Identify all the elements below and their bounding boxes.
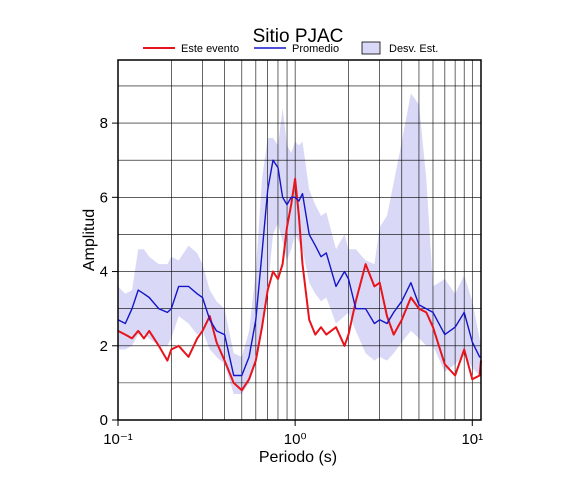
x-axis-label: Periodo (s)	[259, 449, 337, 466]
x-tick-label: 10⁰	[284, 431, 307, 448]
legend-swatch	[361, 41, 381, 55]
y-tick-label: 2	[100, 338, 108, 355]
y-tick-label: 6	[100, 189, 108, 206]
x-tick-label: 10⁻¹	[103, 431, 133, 448]
legend-label: Este evento	[181, 43, 239, 55]
chart-title: Sitio PJAC	[253, 26, 344, 47]
y-tick-label: 0	[100, 412, 108, 429]
y-tick-label: 8	[100, 115, 108, 132]
series-line	[117, 177, 482, 392]
y-tick-label: 4	[100, 264, 108, 281]
x-tick-label: 10¹	[461, 431, 483, 448]
legend-label: Desv. Est.	[389, 43, 438, 55]
plot-frame	[117, 59, 482, 421]
y-axis-label: Amplitud	[81, 209, 98, 271]
series-line	[117, 159, 481, 377]
legend-label: Promedio	[292, 43, 339, 55]
